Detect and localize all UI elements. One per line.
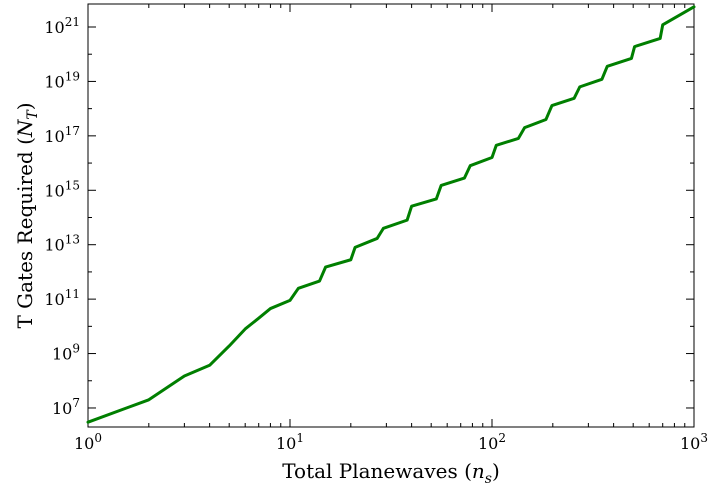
y-axis-label: T Gates Required (NT) [13, 102, 41, 328]
x-tick-label: 101 [276, 431, 304, 453]
x-tick-label: 102 [478, 431, 506, 453]
x-tick-label: 100 [74, 431, 102, 453]
y-tick-label: 109 [52, 342, 80, 364]
ticks [87, 4, 695, 427]
series-line [86, 5, 696, 424]
x-axis-label: Total Planewaves (ns) [282, 459, 500, 487]
y-tick-label: 1021 [44, 15, 80, 37]
y-tick-label: 1019 [44, 69, 80, 91]
y-tick-label: 1015 [44, 178, 80, 200]
plot-frame [87, 3, 695, 428]
y-tick-label: 1011 [44, 287, 80, 309]
y-tick-label: 1013 [44, 233, 80, 255]
x-tick-label: 103 [680, 431, 708, 453]
y-tick-label: 1017 [44, 124, 80, 146]
y-tick-label: 107 [52, 396, 80, 418]
